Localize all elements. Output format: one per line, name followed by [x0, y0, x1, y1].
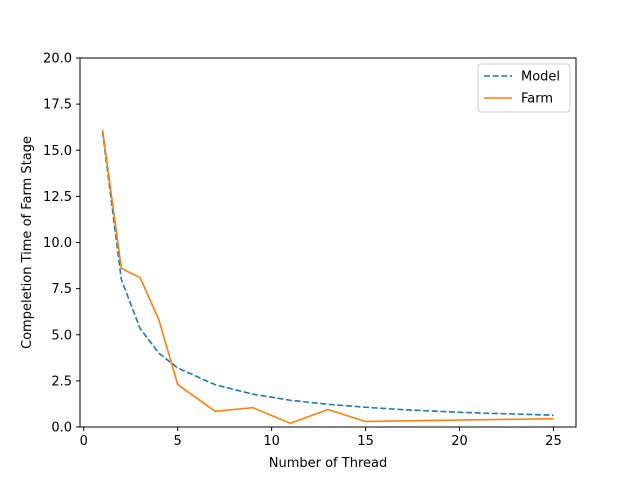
x-axis-title: Number of Thread [269, 456, 387, 471]
x-tick-label: 15 [357, 434, 374, 449]
y-tick-label: 17.5 [43, 98, 72, 113]
y-tick-label: 10.0 [43, 236, 72, 251]
y-tick-label: 2.5 [51, 374, 72, 389]
plot-frame [79, 57, 577, 428]
x-tick-label: 0 [80, 434, 88, 449]
legend-label-farm: Farm [521, 92, 553, 107]
legend-label-model: Model [521, 70, 560, 85]
series-line-model [101, 131, 554, 416]
y-tick-label: 12.5 [43, 190, 72, 205]
legend-box [477, 63, 571, 113]
x-tick-label: 20 [451, 434, 468, 449]
x-tick-label: 10 [263, 434, 280, 449]
x-tick-label: 25 [545, 434, 562, 449]
y-tick-label: 5.0 [51, 328, 72, 343]
y-tick-label: 0.0 [51, 421, 72, 436]
series-line-farm [101, 129, 554, 425]
legend: Model Farm [477, 63, 571, 113]
y-tick-label: 7.5 [51, 282, 72, 297]
y-tick-label: 20.0 [43, 52, 72, 67]
y-axis-title: Compeletion Time of Farm Stage [20, 136, 35, 349]
x-tick-label: 5 [174, 434, 182, 449]
series-layer [101, 129, 554, 425]
y-tick-label: 15.0 [43, 144, 72, 159]
ticks-layer: 0 5 10 15 20 25 0.0 2.5 5.0 7.5 10.0 12.5 15.0 17.5 20… [43, 52, 562, 450]
